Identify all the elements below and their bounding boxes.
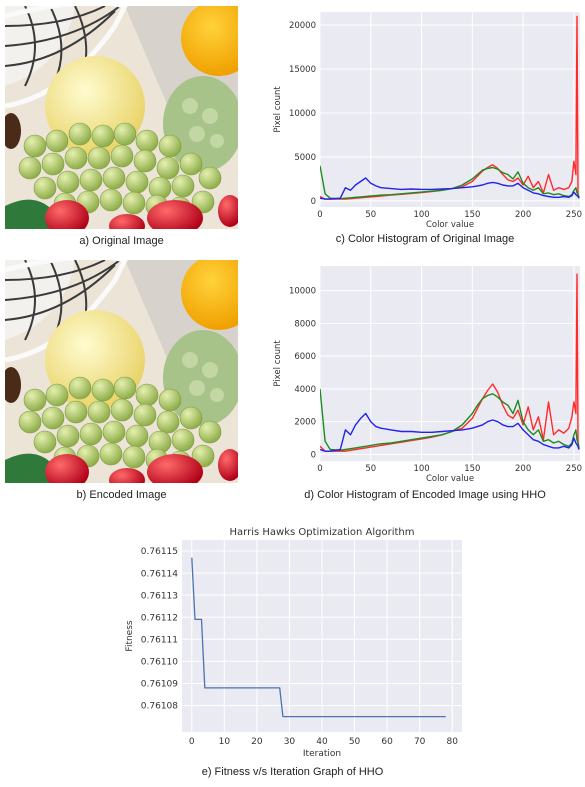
x-tick-label: 100 xyxy=(413,210,429,220)
x-axis-label: Iteration xyxy=(303,749,341,758)
encoded-image xyxy=(5,260,238,483)
y-tick-label: 2000 xyxy=(294,418,316,428)
y-tick-label: 10000 xyxy=(289,287,316,297)
y-tick-label: 10000 xyxy=(289,109,316,119)
y-tick-label: 0.76110 xyxy=(141,658,178,668)
x-tick-label: 100 xyxy=(413,464,429,474)
x-tick-label: 50 xyxy=(365,210,376,220)
y-tick-label: 4000 xyxy=(294,385,316,395)
x-tick-label: 150 xyxy=(464,464,480,474)
y-tick-label: 0.76112 xyxy=(141,613,178,623)
caption-histogram-original: c) Color Histogram of Original Image xyxy=(335,233,515,245)
x-axis-label: Color value xyxy=(426,220,474,230)
green-series-line xyxy=(320,388,580,452)
x-tick-label: 70 xyxy=(414,737,426,747)
x-axis-label: Color value xyxy=(426,474,474,484)
y-tick-label: 0 xyxy=(311,197,316,207)
x-tick-label: 0 xyxy=(189,737,195,747)
x-tick-label: 20 xyxy=(251,737,263,747)
y-tick-label: 20000 xyxy=(289,21,316,31)
y-tick-label: 5000 xyxy=(294,153,316,163)
x-tick-label: 250 xyxy=(566,464,582,474)
x-tick-label: 200 xyxy=(515,464,531,474)
series-group xyxy=(191,557,446,718)
histogram-original-chart: 0 50 100 150 200 250 0 5000 10000 15000 20000 Color… xyxy=(273,12,582,230)
x-tick-label: 50 xyxy=(365,464,376,474)
y-tick-label: 0.76108 xyxy=(141,702,178,712)
caption-histogram-encoded: d) Color Histogram of Encoded Image usin… xyxy=(304,489,546,501)
caption-original-image: a) Original Image xyxy=(79,235,164,247)
x-tick-label: 200 xyxy=(515,210,531,220)
hho-fitness-chart: 0 10 20 30 40 50 60 70 80 0.76108 0.76109 0.76110 0.… xyxy=(125,527,462,758)
caption-hho-fitness: e) Fitness v/s Iteration Graph of HHO xyxy=(201,766,384,778)
chart-title: Harris Hawks Optimization Algorithm xyxy=(230,527,415,538)
green-series-line xyxy=(320,165,580,200)
plot-area xyxy=(320,266,580,461)
y-tick-label: 0 xyxy=(311,450,316,460)
y-tick-label: 0.76111 xyxy=(141,635,178,645)
y-axis-label: Pixel count xyxy=(273,340,283,387)
y-axis-label: Pixel count xyxy=(273,86,283,133)
x-tick-label: 250 xyxy=(566,210,582,220)
red-series-line xyxy=(320,273,580,452)
x-tick-label: 0 xyxy=(317,210,322,220)
x-tick-label: 60 xyxy=(381,737,393,747)
y-tick-label: 6000 xyxy=(294,352,316,362)
y-tick-label: 15000 xyxy=(289,65,316,75)
blue-series-line xyxy=(320,412,580,452)
x-tick-label: 50 xyxy=(349,737,361,747)
x-tick-label: 30 xyxy=(284,737,296,747)
y-tick-label: 0.76109 xyxy=(141,680,178,690)
x-tick-label: 10 xyxy=(219,737,231,747)
y-tick-label: 0.76114 xyxy=(141,569,178,579)
y-tick-label: 0.76115 xyxy=(141,547,178,557)
series-group xyxy=(320,273,580,452)
y-tick-label: 8000 xyxy=(294,319,316,329)
x-tick-label: 150 xyxy=(464,210,480,220)
y-axis-label: Fitness xyxy=(125,620,135,651)
blue-series-line xyxy=(320,177,580,200)
plot-area xyxy=(320,12,580,207)
x-tick-label: 40 xyxy=(316,737,328,747)
histogram-encoded-chart: 0 50 100 150 200 250 0 2000 4000 6000 8000 10000 Col… xyxy=(273,266,582,484)
hho_line-series-line xyxy=(191,557,446,718)
y-tick-label: 0.76113 xyxy=(141,591,178,601)
original-image xyxy=(5,6,238,229)
x-tick-label: 0 xyxy=(317,464,322,474)
x-tick-label: 80 xyxy=(447,737,459,747)
series-group xyxy=(320,15,580,200)
caption-encoded-image: b) Encoded Image xyxy=(76,489,167,501)
